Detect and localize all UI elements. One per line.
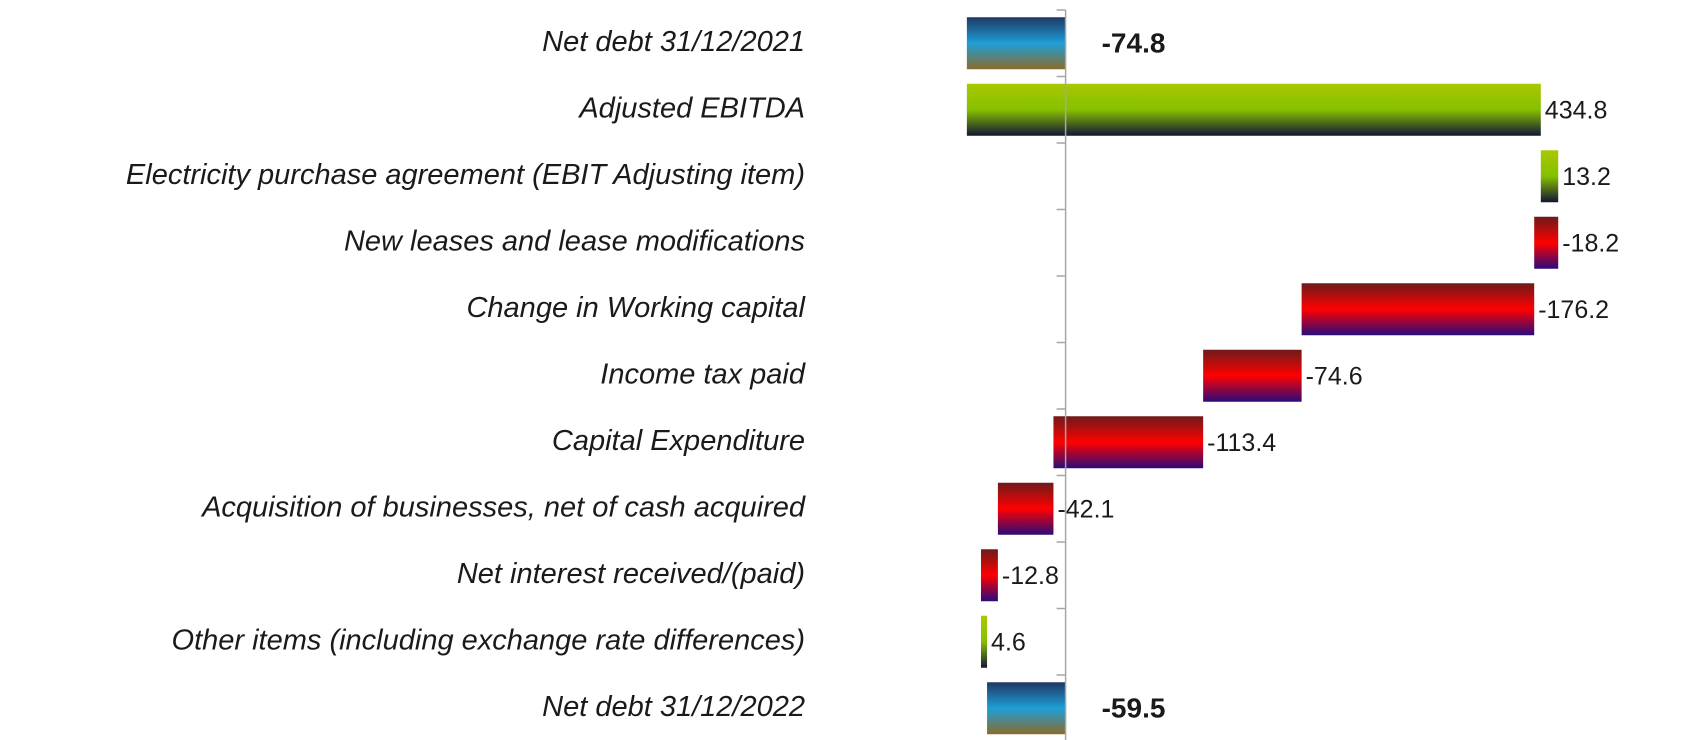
category-label: Change in Working capital	[466, 292, 806, 324]
value-label: -12.8	[1002, 562, 1059, 590]
bar	[1540, 150, 1559, 203]
bar	[997, 482, 1054, 535]
value-label: 13.2	[1562, 163, 1611, 191]
value-label: 434.8	[1545, 96, 1608, 124]
bar	[966, 17, 1066, 70]
value-label: -42.1	[1057, 495, 1114, 523]
category-label: Adjusted EBITDA	[577, 92, 805, 124]
total-label: -59.5	[1102, 693, 1166, 724]
bar	[966, 83, 1541, 136]
bar	[980, 615, 988, 668]
value-label: 4.6	[991, 628, 1026, 656]
category-label: Capital Expenditure	[552, 425, 805, 457]
bar	[1053, 416, 1204, 469]
value-label: -113.4	[1207, 429, 1276, 457]
total-label: -74.8	[1102, 28, 1166, 59]
bar	[987, 682, 1066, 735]
category-label: Acquisition of businesses, net of cash a…	[200, 491, 806, 523]
bar	[1203, 349, 1302, 402]
category-label: New leases and lease modifications	[344, 225, 805, 257]
value-label: -176.2	[1538, 296, 1609, 324]
category-label: Net debt 31/12/2022	[542, 691, 805, 723]
bar	[1534, 216, 1559, 269]
category-label: Net interest received/(paid)	[457, 558, 805, 590]
category-label: Net debt 31/12/2021	[542, 26, 805, 58]
category-label: Income tax paid	[600, 358, 806, 390]
bar	[980, 549, 998, 602]
value-label: -74.6	[1306, 362, 1363, 390]
category-label: Electricity purchase agreement (EBIT Adj…	[126, 159, 805, 191]
category-label: Other items (including exchange rate dif…	[172, 624, 805, 656]
value-label: -18.2	[1562, 229, 1619, 257]
bar	[1301, 283, 1535, 336]
